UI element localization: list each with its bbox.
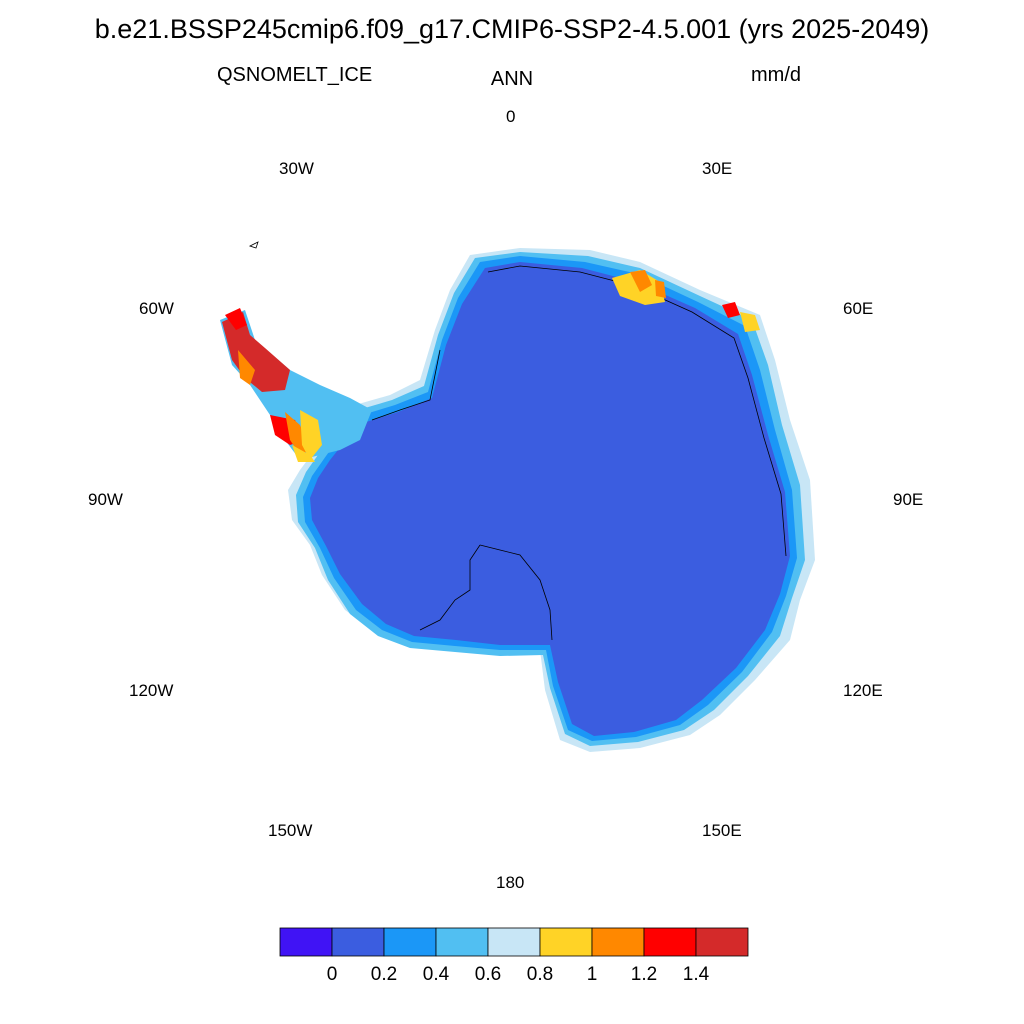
colorbar-tick-label-2: 0.4 <box>422 964 450 985</box>
colorbar-swatch-3 <box>435 927 489 957</box>
colorbar-swatch-0 <box>279 927 333 957</box>
colorbar-swatch-1 <box>331 927 385 957</box>
lon-label-150w: 150W <box>268 821 313 840</box>
peninsula-melt-mid <box>238 350 310 455</box>
colorbar-swatch-2 <box>383 927 437 957</box>
lon-label-90e: 90E <box>893 490 924 509</box>
plot-title: b.e21.BSSP245cmip6.f09_g17.CMIP6-SSP2-4.… <box>94 14 930 44</box>
colorbar-swatch-7 <box>643 927 697 957</box>
coastal-melt-60e <box>722 302 740 318</box>
coastal-melt-30e-high <box>630 270 666 298</box>
island-outline <box>248 241 259 249</box>
lon-label-60e: 60E <box>843 299 874 318</box>
ice-sheet <box>310 262 790 736</box>
colorbar-tick-label-4: 0.8 <box>526 964 554 985</box>
lon-label-150e: 150E <box>702 821 742 840</box>
colorbar-tick-label-7: 1.4 <box>682 964 710 985</box>
period-label: ANN <box>490 68 534 90</box>
variable-label: QSNOMELT_ICE <box>217 64 373 86</box>
colorbar-swatch-4 <box>487 927 541 957</box>
colorbar-swatch-5 <box>539 927 593 957</box>
coastal-melt-60e-low <box>740 312 760 332</box>
colorbar-tick-label-6: 1.2 <box>630 964 658 985</box>
coastline <box>371 265 787 641</box>
lon-label-60w: 60W <box>139 299 174 318</box>
peninsula-melt-low <box>292 410 322 462</box>
lon-label-30w: 30W <box>279 159 314 178</box>
colorbar <box>279 927 749 957</box>
colorbar-tick-label-3: 0.6 <box>474 964 502 985</box>
units-label: mm/d <box>751 64 801 86</box>
lon-label-120w: 120W <box>129 681 174 700</box>
colorbar-tick-label-5: 1 <box>586 964 598 985</box>
peninsula-melt-max <box>222 312 290 392</box>
lon-label-30e: 30E <box>702 159 733 178</box>
lon-label-90w: 90W <box>88 490 123 509</box>
colorbar-tick-label-1: 0.2 <box>370 964 398 985</box>
lon-label-0: 0 <box>506 107 516 126</box>
lon-label-180: 180 <box>496 873 525 892</box>
lon-label-120e: 120E <box>843 681 883 700</box>
colorbar-swatch-8 <box>695 927 749 957</box>
colorbar-swatch-6 <box>591 927 645 957</box>
colorbar-tick-label-0: 0 <box>326 964 338 985</box>
